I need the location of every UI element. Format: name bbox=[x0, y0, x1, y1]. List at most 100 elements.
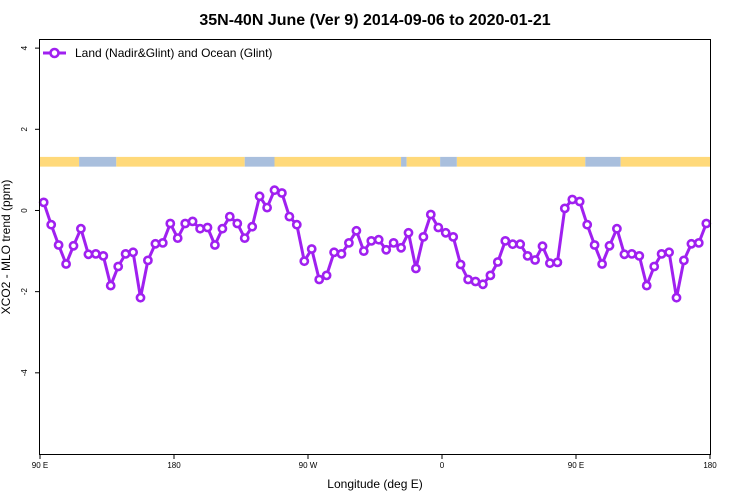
data-point bbox=[693, 237, 704, 248]
data-point bbox=[202, 222, 213, 233]
data-point bbox=[239, 233, 250, 243]
data-point bbox=[113, 261, 124, 272]
data-point bbox=[403, 227, 414, 238]
data-point bbox=[485, 270, 496, 281]
data-point bbox=[90, 248, 101, 259]
data-point bbox=[433, 222, 444, 233]
legend-label: Land (Nadir&Glint) and Ocean (Glint) bbox=[75, 46, 272, 60]
strip-segment-land-10 bbox=[620, 156, 710, 167]
data-point bbox=[366, 235, 377, 246]
data-point bbox=[98, 250, 109, 261]
data-point bbox=[195, 223, 205, 234]
strip-segment-land-2 bbox=[116, 156, 245, 167]
data-point bbox=[649, 261, 660, 272]
data-point bbox=[612, 223, 622, 234]
legend-marker bbox=[49, 47, 60, 59]
data-point bbox=[329, 247, 339, 258]
data-point bbox=[545, 258, 555, 269]
data-point bbox=[68, 240, 79, 251]
data-point bbox=[671, 292, 682, 303]
data-point bbox=[641, 280, 652, 291]
series-group bbox=[38, 185, 712, 303]
data-point bbox=[440, 227, 451, 238]
data-point bbox=[291, 219, 302, 230]
data-point bbox=[388, 237, 399, 248]
data-point bbox=[299, 256, 310, 267]
y-tick-label: -4 bbox=[20, 369, 29, 377]
data-point bbox=[574, 196, 585, 207]
strip-segment-land-4 bbox=[274, 156, 402, 167]
data-point bbox=[358, 246, 369, 256]
data-point bbox=[463, 274, 473, 285]
strip-segment-ocean-5 bbox=[401, 156, 407, 167]
legend: Land (Nadir&Glint) and Ocean (Glint) bbox=[43, 46, 272, 60]
data-point bbox=[142, 255, 153, 266]
data-point bbox=[567, 194, 578, 205]
data-point bbox=[597, 259, 607, 269]
data-point bbox=[522, 250, 533, 261]
data-point bbox=[254, 191, 265, 202]
data-point bbox=[500, 235, 511, 246]
x-tick-label: 90 E bbox=[32, 461, 48, 470]
data-point bbox=[425, 209, 436, 220]
y-tick-label: 4 bbox=[20, 45, 29, 50]
data-point bbox=[209, 240, 220, 250]
strip-segment-ocean-3 bbox=[244, 156, 275, 167]
y-axis-label: XCO2 - MLO trend (ppm) bbox=[0, 180, 13, 315]
data-point bbox=[582, 219, 593, 230]
strip-segment-land-6 bbox=[406, 156, 441, 167]
data-point bbox=[507, 239, 518, 250]
data-point bbox=[686, 238, 697, 249]
data-point bbox=[396, 242, 406, 253]
data-point bbox=[38, 197, 49, 208]
data-point bbox=[418, 231, 429, 242]
data-point bbox=[76, 223, 86, 234]
data-point bbox=[53, 240, 64, 250]
data-point bbox=[664, 247, 674, 258]
data-point bbox=[604, 240, 615, 251]
x-axis: 90 E 180 90 W 0 90 E 180 bbox=[32, 454, 717, 470]
data-point bbox=[537, 241, 548, 252]
data-point bbox=[232, 218, 243, 229]
data-point bbox=[135, 292, 146, 303]
strip-segment-land-8 bbox=[456, 156, 586, 167]
y-tick-label: -2 bbox=[20, 288, 29, 296]
data-point bbox=[247, 221, 258, 232]
data-point bbox=[381, 244, 392, 255]
strip-segment-ocean-1 bbox=[79, 156, 117, 167]
data-point bbox=[187, 216, 198, 227]
data-point bbox=[373, 234, 384, 245]
data-point bbox=[165, 218, 176, 229]
data-point bbox=[679, 255, 689, 266]
data-point bbox=[46, 219, 57, 230]
data-point bbox=[321, 270, 332, 281]
x-tick-label: 180 bbox=[703, 461, 717, 470]
data-point bbox=[150, 238, 161, 249]
strip-segment-ocean-9 bbox=[585, 156, 621, 167]
data-point bbox=[120, 248, 131, 259]
x-tick-label: 0 bbox=[440, 461, 445, 470]
x-axis-label: Longitude (deg E) bbox=[327, 477, 422, 491]
data-point bbox=[172, 233, 183, 243]
data-point bbox=[515, 239, 526, 250]
plot-frame bbox=[39, 39, 711, 455]
data-point bbox=[552, 257, 563, 268]
y-axis: 4 2 0 -2 -4 bbox=[20, 45, 40, 376]
data-point bbox=[306, 244, 317, 254]
data-point bbox=[314, 274, 325, 285]
data-point bbox=[656, 248, 667, 259]
data-point bbox=[626, 248, 637, 259]
data-point bbox=[61, 259, 71, 269]
data-point bbox=[410, 263, 421, 274]
data-point bbox=[276, 188, 287, 198]
data-point bbox=[284, 211, 295, 222]
x-tick-label: 90 E bbox=[568, 461, 584, 470]
y-tick-label: 0 bbox=[20, 208, 29, 213]
data-point bbox=[128, 247, 138, 258]
strip-segment-ocean-7 bbox=[440, 156, 457, 167]
y-tick-label: 2 bbox=[20, 127, 29, 132]
data-point bbox=[217, 223, 228, 234]
data-point bbox=[262, 202, 272, 213]
